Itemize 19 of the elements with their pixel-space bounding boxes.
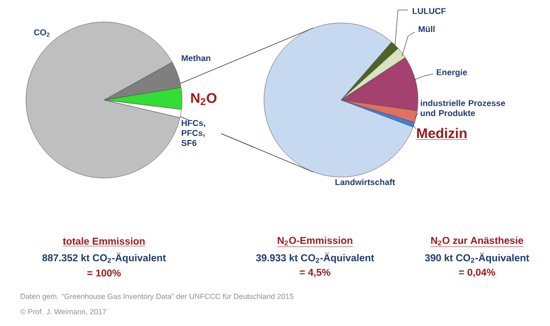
text: 887.352 kt CO$_{2}$-Äquivalent [42,252,166,264]
slice-label: N$_{2}$O [191,93,216,105]
slice-label: HFCs, PFCs, SF6 [181,120,206,146]
text: = 0,04% [458,268,496,278]
text: N$_{2}$O-Emmission [278,236,352,246]
slice-label: Landwirtschaft [335,178,396,186]
slice-label: Müll [418,26,435,32]
slice-label: industrielle Prozesse und Produkte [420,100,506,116]
slice-label: Energie [436,69,467,77]
text: 39.933 kt CO$_{2}$-Äquivalent [256,252,374,264]
slice-label: LULUCF [412,8,446,14]
slice-label: Methan [182,54,210,62]
slice-label: CO$_{2}$ [34,29,50,37]
text: = 4,5% [300,268,330,278]
text: totale Emmission [62,237,145,245]
text: N$_{2}$O zur Anästhesie [431,236,524,246]
text: 390 kt CO$_{2}$-Äquivalent [424,252,530,264]
text: = 100% [87,269,121,277]
slice-label: Medizin [417,128,466,138]
